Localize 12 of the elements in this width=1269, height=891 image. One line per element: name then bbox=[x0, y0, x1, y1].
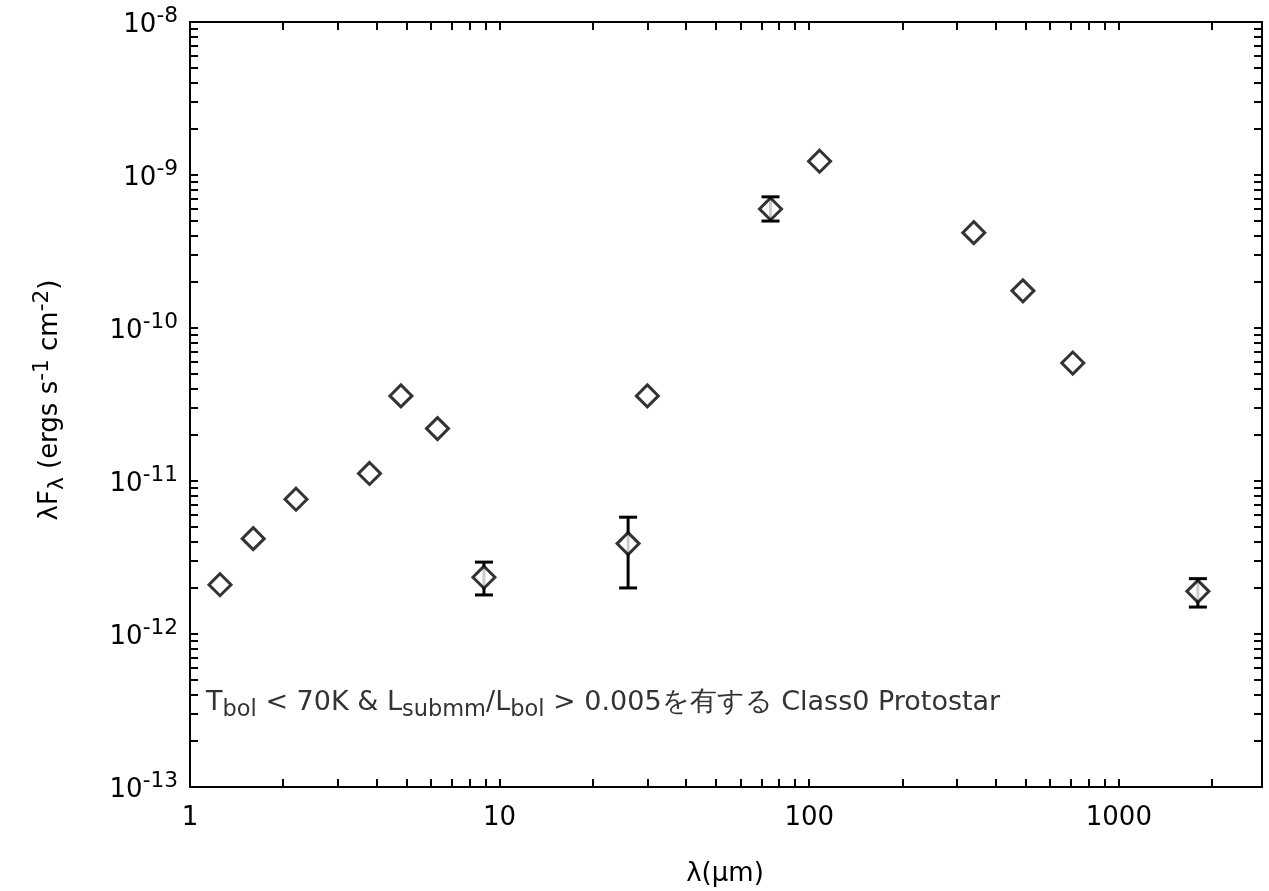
x-axis-title: λ(μm) bbox=[686, 857, 764, 887]
x-tick-label: 1000 bbox=[1085, 801, 1152, 831]
x-tick-label: 1 bbox=[181, 801, 199, 831]
annotation: T$_{bol}$ < 70K & L$_{submm}$/L$_{bol}$ > 0.005を有する Class0 Protostar bbox=[206, 684, 1001, 722]
y-tick-label: 10$^{-11}$ bbox=[109, 461, 178, 498]
x-tick-label: 100 bbox=[784, 801, 835, 831]
y-tick-label: 10$^{-12}$ bbox=[109, 614, 178, 651]
y-tick-label: 10$^{-13}$ bbox=[109, 767, 178, 804]
y-tick-label: 10$^{-8}$ bbox=[123, 2, 178, 39]
y-tick-label: 10$^{-10}$ bbox=[109, 308, 178, 345]
y-tick-label: 10$^{-9}$ bbox=[123, 155, 178, 192]
x-tick-label: 10 bbox=[483, 801, 517, 831]
